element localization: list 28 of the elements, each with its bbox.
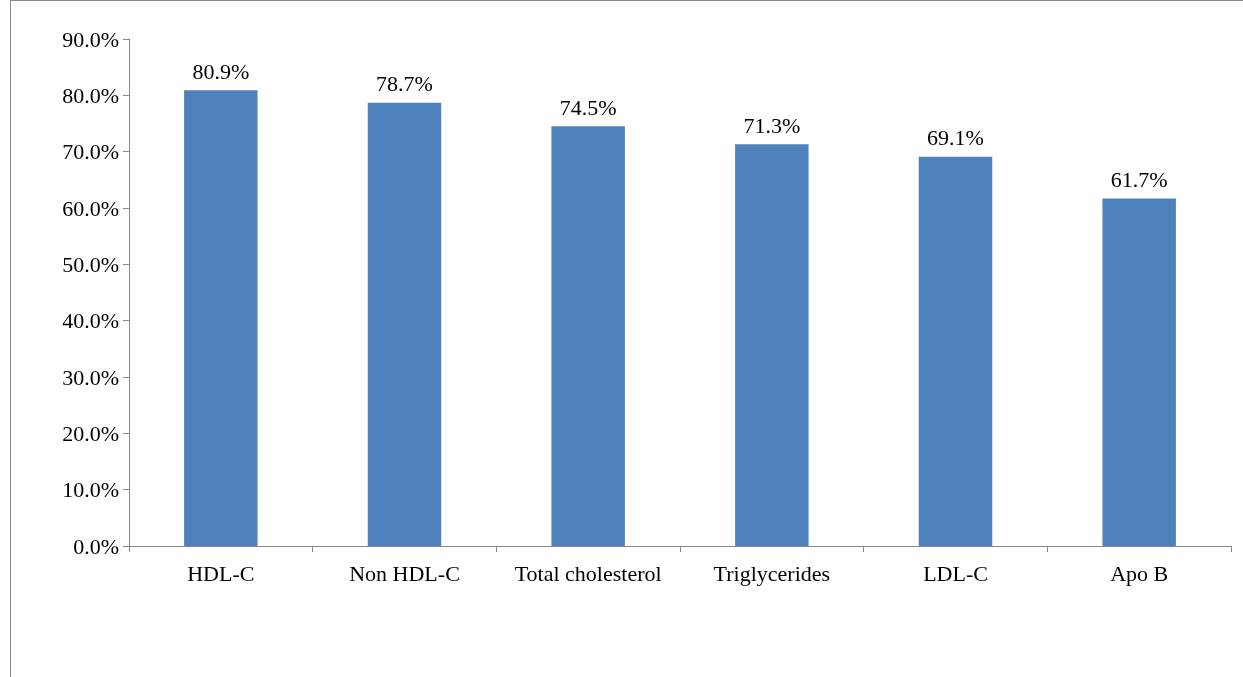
bar [918,156,993,546]
x-tick-label: Triglycerides [713,560,831,586]
y-tick-label: 70.0% [62,139,119,165]
data-label: 80.9% [192,58,250,84]
x-tick-label: Total cholesterol [514,560,662,586]
x-tick-label: Non HDL-C [349,560,460,586]
x-tick-label: LDL-C [923,560,988,586]
y-tick-label: 40.0% [62,308,119,334]
data-label: 74.5% [559,94,617,120]
y-tick-label: 60.0% [62,195,119,221]
bar [735,144,809,546]
data-label: 78.7% [376,71,433,97]
y-tick-label: 90.0% [62,26,119,52]
y-tick-label: 80.0% [62,82,119,108]
data-label: 69.1% [927,125,984,151]
y-tick-label: 0.0% [73,533,119,559]
y-tick-label: 50.0% [62,251,119,277]
y-tick-label: 10.0% [62,477,119,503]
data-label: 71.3% [743,112,801,138]
bar [184,90,258,546]
y-tick-label: 20.0% [62,420,119,446]
bar [551,126,625,546]
bar [1102,198,1176,546]
y-tick-label: 30.0% [62,364,119,390]
x-tick-label: Apo B [1110,560,1169,586]
bar [367,102,442,546]
x-tick-label: HDL-C [187,560,255,586]
data-label: 61.7% [1110,166,1168,192]
